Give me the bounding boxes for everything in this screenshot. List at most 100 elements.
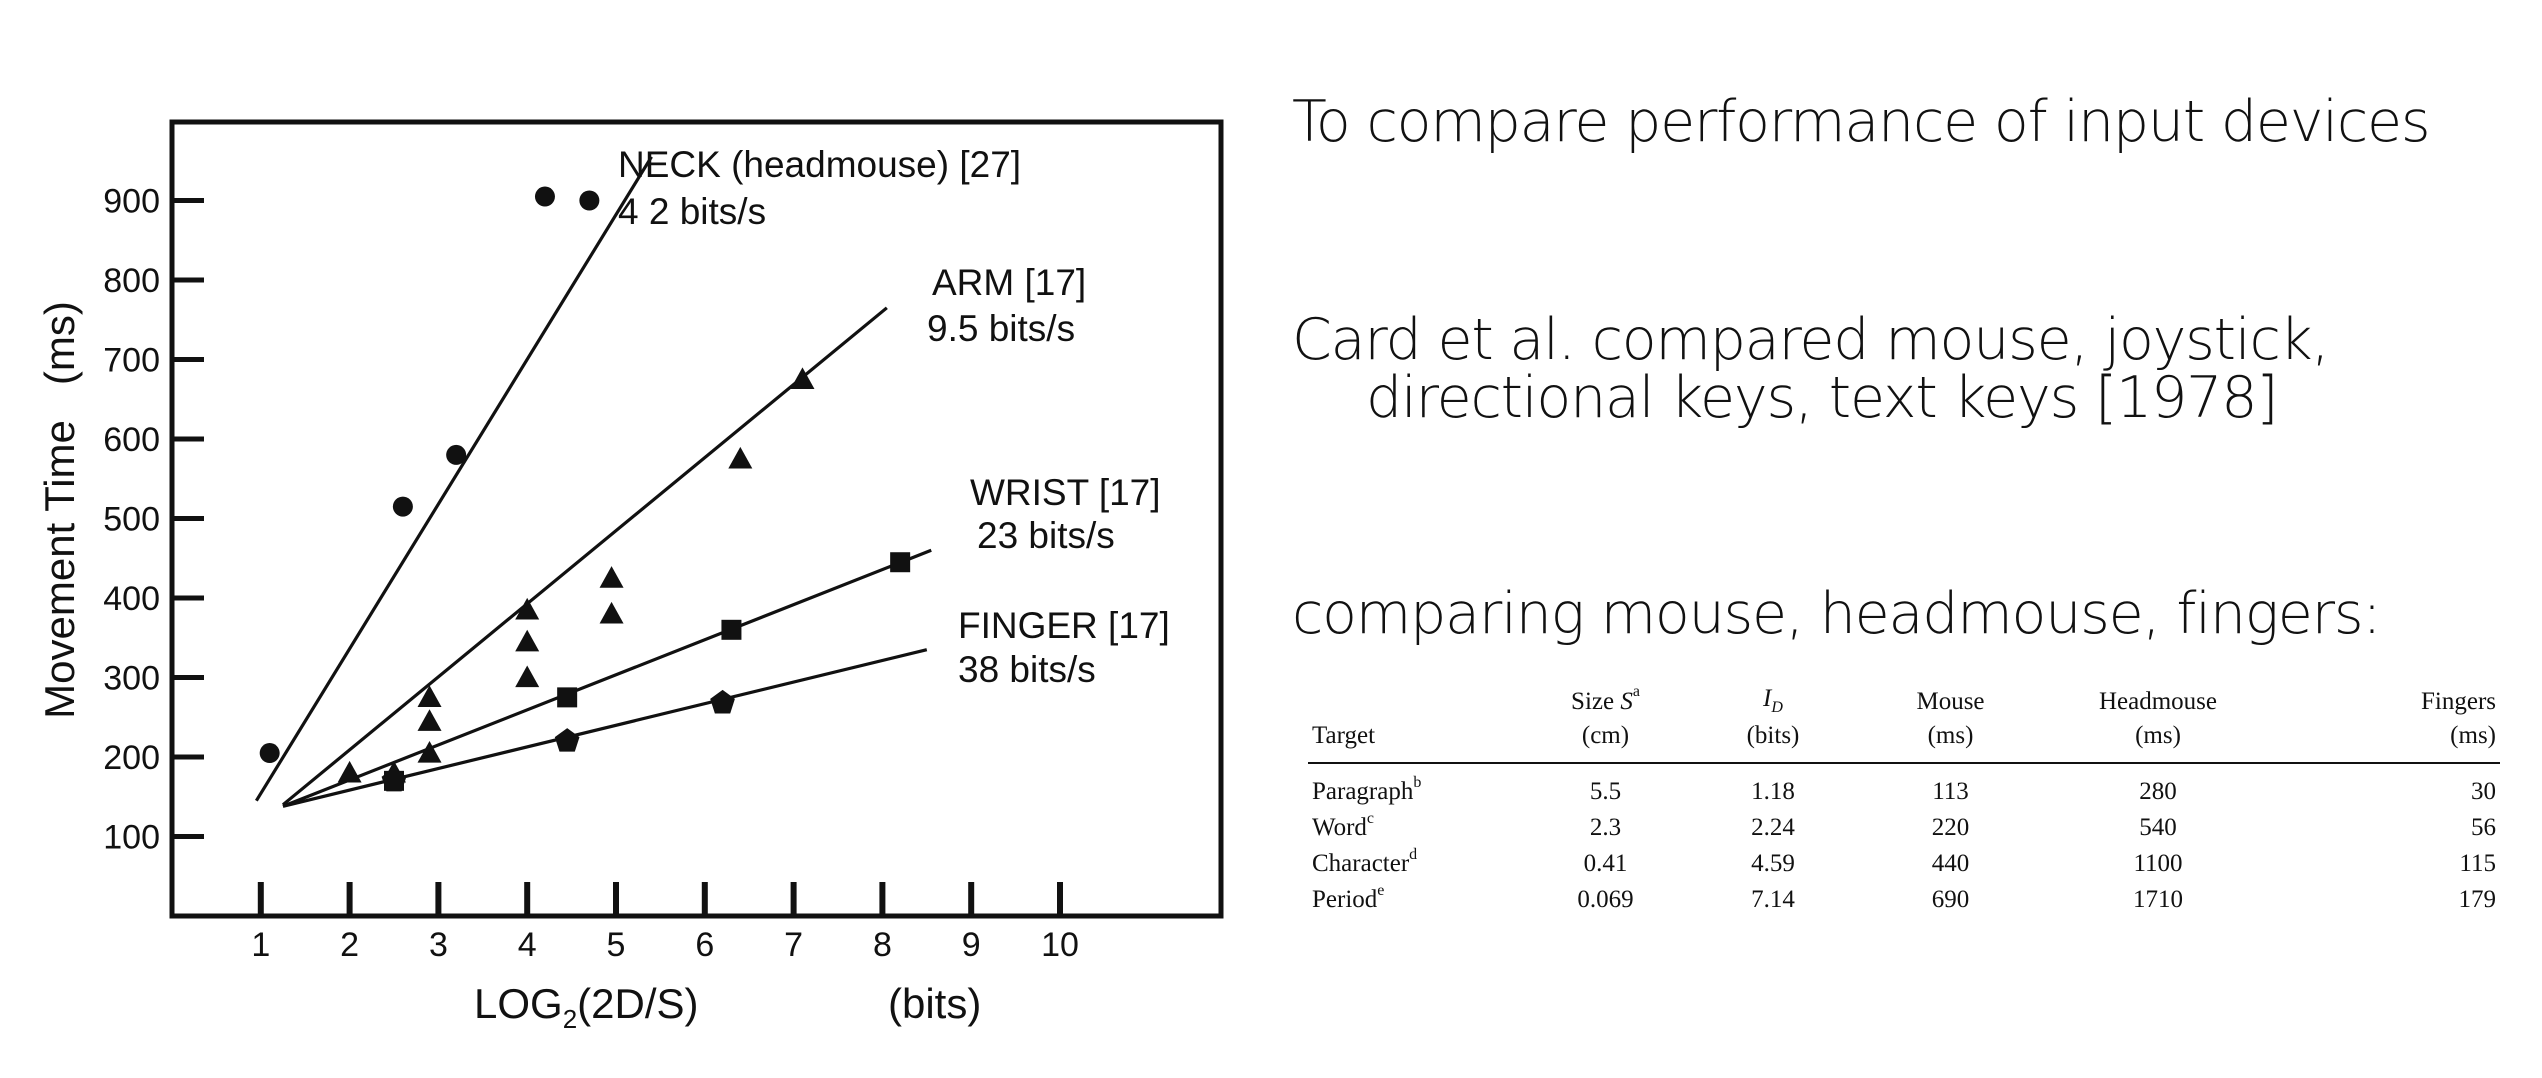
data-point: [392, 496, 413, 517]
x-tick-label: 1: [251, 926, 270, 964]
data-point: [515, 665, 540, 688]
series-rate-label: 9.5 bits/s: [927, 308, 1075, 349]
y-axis-ticks: 100 200 300 400 500 600 700 800 900: [103, 183, 204, 857]
y-tick-label: 700: [103, 342, 160, 380]
cell-mouse: 440: [1931, 850, 1970, 878]
y-tick-label: 300: [103, 660, 160, 698]
fit-lines: [254, 155, 932, 808]
cell-size: 0.41: [1583, 850, 1628, 878]
table-row: Periode 0.069 7.14 690 1710 179: [1308, 882, 2500, 918]
data-point: [417, 685, 442, 707]
y-axis-label: Movement Time (ms): [36, 301, 83, 719]
cell-headmouse: 540: [2139, 814, 2177, 842]
series-labels: NECK (headmouse) [27] 4 2 bits/s ARM [17] 9…: [618, 144, 1170, 690]
fit-line: [282, 648, 928, 808]
cell-size: 0.069: [1577, 886, 1634, 914]
cell-mouse: 690: [1931, 886, 1970, 914]
series-name-label: NECK (headmouse) [27]: [618, 144, 1021, 185]
y-tick-label: 200: [103, 739, 160, 777]
heading-card-et-al-line2: directional keys, text keys [1978]: [1366, 365, 2279, 431]
data-point: [790, 367, 815, 389]
table-header-row: Target Size Sa (cm) ID (bits) Mouse (ms)…: [1308, 680, 2500, 764]
data-point: [599, 566, 624, 588]
cell-headmouse: 1710: [2133, 886, 2183, 914]
cell-size: 2.3: [1589, 814, 1622, 842]
data-point: [534, 186, 555, 207]
table-row: Wordc 2.3 2.24 220 540 56: [1308, 810, 2500, 846]
cell-id: 1.18: [1751, 778, 1795, 806]
data-point: [728, 446, 753, 469]
y-tick-label: 900: [103, 183, 160, 221]
data-point: [599, 601, 624, 624]
fit-line: [254, 155, 653, 802]
x-tick-label: 2: [340, 926, 359, 964]
data-point: [417, 709, 442, 731]
cell-fingers: 30: [2471, 778, 2496, 806]
data-point: [721, 619, 742, 640]
x-tick-label: 5: [607, 926, 626, 964]
x-tick-label: 7: [784, 926, 803, 964]
cell-size: 5.5: [1589, 778, 1622, 806]
fit-line: [281, 306, 888, 806]
series-rate-label: 23 bits/s: [977, 515, 1115, 556]
cell-mouse: 113: [1932, 778, 1969, 806]
y-tick-label: 800: [103, 262, 160, 300]
x-tick-label: 4: [518, 926, 537, 964]
table-row: Characterd 0.41 4.59 440 1100 115: [1308, 846, 2500, 882]
cell-headmouse: 1100: [2133, 850, 2183, 878]
header-target: Target: [1312, 721, 1376, 749]
y-tick-label: 400: [103, 580, 160, 618]
table-row: Paragraphb 5.5 1.18 113 280 30: [1308, 763, 2500, 810]
data-point: [557, 687, 578, 708]
data-point: [446, 444, 467, 465]
heading-card-et-al: Card et al. compared mouse, joystick,: [1292, 307, 2330, 373]
x-tick-label: 8: [873, 926, 892, 964]
y-tick-label: 100: [103, 819, 160, 857]
x-tick-label: 9: [962, 926, 981, 964]
data-point: [890, 552, 911, 573]
x-tick-label: 3: [429, 926, 448, 964]
data-point: [515, 629, 540, 652]
cell-mouse: 220: [1931, 814, 1970, 842]
x-axis-unit: (bits): [888, 980, 981, 1027]
data-point: [259, 743, 280, 764]
series-name-label: ARM [17]: [932, 262, 1086, 303]
data-point: [417, 741, 442, 763]
data-points: [259, 186, 911, 792]
x-tick-label: 10: [1041, 926, 1079, 964]
y-tick-label: 600: [103, 421, 160, 459]
x-axis-ticks: 1 2 3 4 5 6 7 8 9 10: [251, 882, 1079, 964]
cell-fingers: 179: [2458, 886, 2497, 914]
series-rate-label: 38 bits/s: [958, 649, 1096, 690]
data-point: [337, 760, 362, 783]
cell-target: Wordc: [1312, 810, 1375, 842]
data-point: [554, 728, 580, 752]
cell-target: Paragraphb: [1312, 774, 1422, 806]
cell-fingers: 115: [2459, 850, 2496, 878]
data-point: [579, 190, 600, 211]
series-name-label: WRIST [17]: [970, 472, 1161, 513]
cell-id: 2.24: [1751, 814, 1795, 842]
cell-id: 4.59: [1751, 850, 1795, 878]
data-point: [515, 597, 540, 620]
x-axis-label: LOG2(2D/S): [474, 980, 699, 1034]
results-table: Target Size Sa (cm) ID (bits) Mouse (ms)…: [1308, 680, 2500, 918]
heading-comparing: comparing mouse, headmouse, fingers:: [1292, 581, 2382, 647]
fit-line: [282, 548, 932, 808]
series-rate-label: 4 2 bits/s: [618, 191, 766, 232]
header-headmouse: Headmouse (ms): [2098, 687, 2218, 749]
header-size: Size Sa (cm): [1571, 682, 1640, 749]
header-mouse: Mouse (ms): [1916, 687, 1985, 749]
cell-id: 7.14: [1751, 886, 1795, 914]
cell-headmouse: 280: [2139, 778, 2177, 806]
series-name-label: FINGER [17]: [958, 605, 1170, 646]
cell-target: Characterd: [1312, 846, 1418, 878]
x-tick-label: 6: [695, 926, 714, 964]
header-fingers: Fingers (ms): [2421, 687, 2496, 749]
cell-fingers: 56: [2471, 814, 2496, 842]
y-tick-label: 500: [103, 501, 160, 539]
cell-target: Periode: [1312, 882, 1385, 914]
data-point: [381, 767, 407, 792]
data-point: [710, 689, 735, 714]
